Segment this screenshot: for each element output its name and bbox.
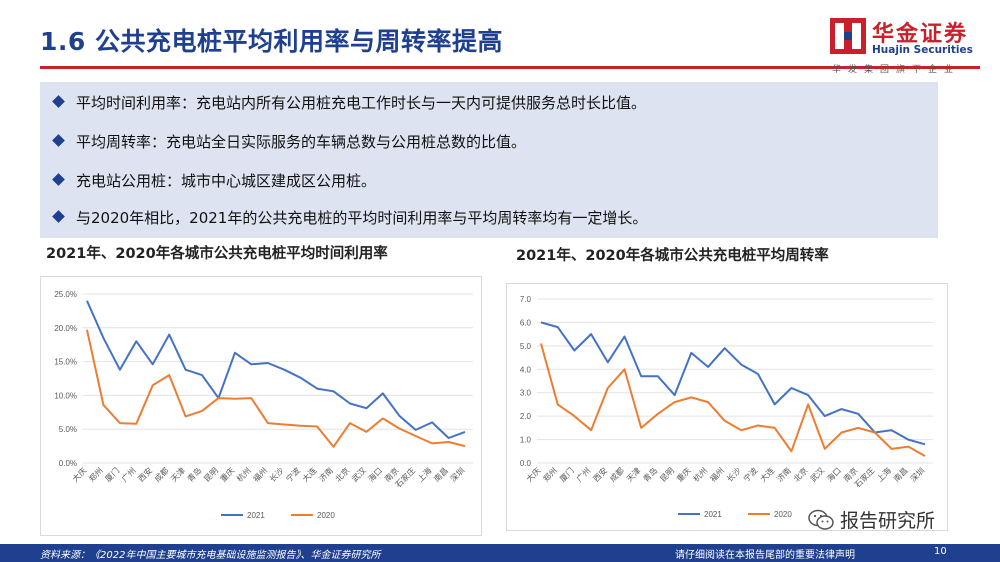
y-tick-label: 5.0% <box>59 425 77 434</box>
x-tick-label: 郑州 <box>541 465 559 483</box>
legend-label-2021: 2021 <box>704 510 722 519</box>
x-tick-label: 成都 <box>152 465 170 483</box>
logo-chinese-name: 华金证券 <box>872 22 969 47</box>
watermark: 报告研究所 <box>808 506 935 533</box>
x-tick-label: 大连 <box>758 465 776 483</box>
x-tick-label: 北京 <box>333 465 351 483</box>
huajin-logo-icon <box>830 18 866 54</box>
x-tick-label: 成都 <box>608 465 626 483</box>
watermark-text: 报告研究所 <box>840 510 936 532</box>
x-tick-label: 青岛 <box>185 465 203 483</box>
x-tick-label: 郑州 <box>86 465 104 483</box>
page-title: 1.6 公共充电桩平均利用率与周转率提高 <box>40 27 503 56</box>
x-tick-label: 宁波 <box>284 465 302 483</box>
legend-label-2020: 2020 <box>317 511 335 520</box>
x-tick-label: 深圳 <box>908 465 926 483</box>
bullet-text: 充电站公用桩：城市中心城区建成区公用桩。 <box>76 172 377 190</box>
y-tick-label: 20.0% <box>54 324 77 333</box>
utilization-chart-svg: 0.0% 5.0% 10.0% 15.0% 20.0% 25.0% 大庆郑州厦门广州西安成都… <box>54 290 473 520</box>
x-tick-label: 天津 <box>624 465 642 483</box>
y-tick-label: 25.0% <box>54 290 77 299</box>
footer-source: 资料来源：《2022年中国主要城市充电基础设施监测报告》、华金证券研究所 <box>40 550 381 561</box>
y-tick-label: 0.0% <box>59 459 77 468</box>
turnover-chart: 0.0 1.0 2.0 3.0 4.0 5.0 6.0 7.0 大庆 郑州 厦门 广州 西安 成都 天津 青岛… <box>506 283 948 531</box>
x-tick-label: 宁波 <box>741 465 759 483</box>
x-tick-label: 济南 <box>317 465 335 483</box>
x-tick-label: 长沙 <box>724 465 742 483</box>
x-tick-label: 上海 <box>415 465 433 483</box>
x-tick-label: 大庆 <box>524 465 542 483</box>
y-tick-label: 0.0 <box>520 459 532 468</box>
x-tick-label: 广州 <box>574 465 592 483</box>
x-tick-label: 天津 <box>169 465 187 483</box>
x-tick-label: 重庆 <box>218 465 236 483</box>
y-tick-label: 5.0 <box>520 342 532 351</box>
diamond-bullet-icon <box>52 95 65 108</box>
bullet-text: 平均时间利用率：充电站内所有公用桩充电工作时长与一天内可提供服务总时长比值。 <box>76 94 647 112</box>
x-tick-label: 海口 <box>366 465 384 483</box>
bullet-text: 与2020年相比，2021年的公共充电桩的平均时间利用率与平均周转率均有一定增长… <box>76 209 648 227</box>
footer-disclaimer[interactable]: 请仔细阅读在本报告尾部的重要法律声明 <box>675 550 855 561</box>
y-tick-label: 6.0 <box>520 318 532 327</box>
bullet-item: 平均周转率：充电站全日实际服务的车辆总数与公用桩总数的比值。 <box>52 131 527 152</box>
diamond-bullet-icon <box>52 210 65 223</box>
x-tick-label: 厦门 <box>557 465 575 483</box>
x-tick-label: 南昌 <box>432 465 450 483</box>
x-tick-label: 武汉 <box>808 465 826 483</box>
turnover-chart-svg: 0.0 1.0 2.0 3.0 4.0 5.0 6.0 7.0 大庆 郑州 厦门 广州 西安 成都 天津 青岛… <box>520 295 933 519</box>
y-tick-label: 4.0 <box>520 365 532 374</box>
legend-label-2021: 2021 <box>247 511 265 520</box>
x-tick-label: 厦门 <box>103 465 121 483</box>
x-tick-label: 重庆 <box>674 465 692 483</box>
x-tick-label: 西安 <box>591 465 609 483</box>
y-tick-label: 3.0 <box>520 389 532 398</box>
x-tick-label: 上海 <box>875 465 893 483</box>
company-logo: 华金证券 Huajin Securities 华发集团旗下企业 <box>830 16 980 76</box>
series-line-2021 <box>86 300 466 439</box>
bullet-item: 与2020年相比，2021年的公共充电桩的平均时间利用率与平均周转率均有一定增长… <box>52 207 648 228</box>
x-tick-label: 福州 <box>708 466 726 484</box>
y-tick-label: 1.0 <box>520 436 532 445</box>
x-tick-label: 济南 <box>774 465 792 483</box>
x-tick-label: 杭州 <box>691 465 709 483</box>
y-tick-label: 7.0 <box>520 295 532 304</box>
series-line-2020 <box>86 329 466 448</box>
bullet-item: 充电站公用桩：城市中心城区建成区公用桩。 <box>52 170 377 191</box>
x-tick-label: 北京 <box>791 465 809 483</box>
series-line-2021 <box>540 321 926 446</box>
x-tick-label: 海口 <box>825 465 843 483</box>
chart-title-utilization: 2021年、2020年各城市公共充电桩平均时间利用率 <box>46 246 388 262</box>
x-tick-label: 大连 <box>300 465 318 483</box>
legend-label-2020: 2020 <box>774 510 792 519</box>
y-tick-label: 2.0 <box>520 412 532 421</box>
x-tick-label: 青岛 <box>641 465 659 483</box>
title-divider <box>40 66 980 69</box>
y-tick-label: 15.0% <box>54 358 77 367</box>
logo-english-name: Huajin Securities <box>872 44 973 56</box>
x-tick-label: 西安 <box>136 465 154 483</box>
x-tick-label: 杭州 <box>234 465 252 483</box>
y-tick-label: 10.0% <box>54 391 77 400</box>
x-tick-label: 武汉 <box>349 465 367 483</box>
utilization-chart: 0.0% 5.0% 10.0% 15.0% 20.0% 25.0% 大庆 郑州 厦门 广州 西安 成都… <box>40 276 482 536</box>
x-tick-label: 广州 <box>119 465 137 483</box>
x-tick-label: 福州 <box>252 466 270 484</box>
x-tick-label: 昆明 <box>658 466 676 484</box>
x-tick-label: 南昌 <box>891 465 909 483</box>
diamond-bullet-icon <box>52 173 65 186</box>
x-tick-label: 深圳 <box>448 465 466 483</box>
bullet-item: 平均时间利用率：充电站内所有公用桩充电工作时长与一天内可提供服务总时长比值。 <box>52 92 647 113</box>
wechat-icon <box>808 509 834 530</box>
x-tick-label: 长沙 <box>267 465 285 483</box>
bullet-panel: 平均时间利用率：充电站内所有公用桩充电工作时长与一天内可提供服务总时长比值。 平… <box>40 82 938 238</box>
diamond-bullet-icon <box>52 134 65 147</box>
chart-title-turnover: 2021年、2020年各城市公共充电桩平均周转率 <box>516 248 829 264</box>
series-line-2020 <box>540 343 926 457</box>
x-tick-label: 昆明 <box>202 466 220 484</box>
bullet-text: 平均周转率：充电站全日实际服务的车辆总数与公用桩总数的比值。 <box>76 133 527 151</box>
footer-bar: 资料来源：《2022年中国主要城市充电基础设施监测报告》、华金证券研究所 请仔细… <box>0 544 1000 562</box>
page-number: 10 <box>934 546 947 557</box>
logo-subtitle: 华发集团旗下企业 <box>832 65 961 75</box>
x-tick-label: 大庆 <box>70 465 88 483</box>
